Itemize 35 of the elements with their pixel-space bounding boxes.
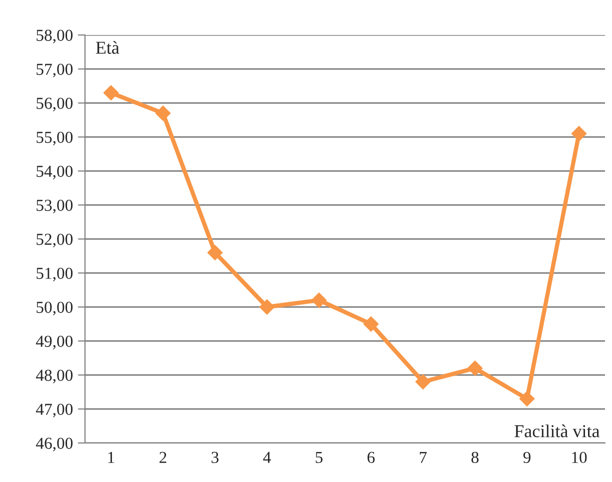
point [207, 245, 223, 260]
point [103, 85, 119, 100]
y-tick-label: 49,00 [36, 336, 73, 350]
y-axis-title: Età [96, 41, 120, 54]
point [259, 299, 275, 315]
y-tick-label: 48,00 [36, 370, 73, 384]
point [467, 360, 483, 376]
y-tick-label: 47,00 [36, 404, 73, 418]
point [363, 316, 379, 332]
x-tick-label: 9 [523, 452, 530, 464]
point [311, 292, 327, 308]
x-tick-label: 8 [471, 452, 479, 464]
y-tick-label: 51,00 [36, 268, 73, 282]
x-tick-label: 4 [263, 452, 271, 463]
point [571, 126, 587, 142]
y-tick-label: 56,00 [36, 98, 73, 112]
y-tick-label: 55,00 [36, 132, 73, 146]
x-tick-label: 3 [212, 452, 219, 464]
x-axis-title: Facilità vita [514, 424, 600, 438]
point [155, 106, 171, 121]
point [415, 374, 431, 390]
point [519, 391, 535, 406]
y-tick-label: 46,00 [36, 438, 73, 452]
y-tick-label: 52,00 [36, 234, 73, 248]
x-tick-label: 5 [316, 452, 323, 464]
x-tick-label: 7 [420, 452, 427, 463]
x-tick-label: 6 [368, 452, 375, 464]
y-tick-label: 53,00 [36, 200, 73, 214]
x-tick-label: 1 [108, 452, 114, 463]
y-tick-label: 54,00 [36, 166, 73, 180]
y-tick-label: 57,00 [36, 64, 73, 78]
x-tick-label: 2 [160, 452, 166, 463]
y-tick-label: 58,00 [36, 30, 73, 44]
y-tick-label: 50,00 [36, 302, 73, 316]
x-tick-label: 10 [572, 452, 587, 464]
